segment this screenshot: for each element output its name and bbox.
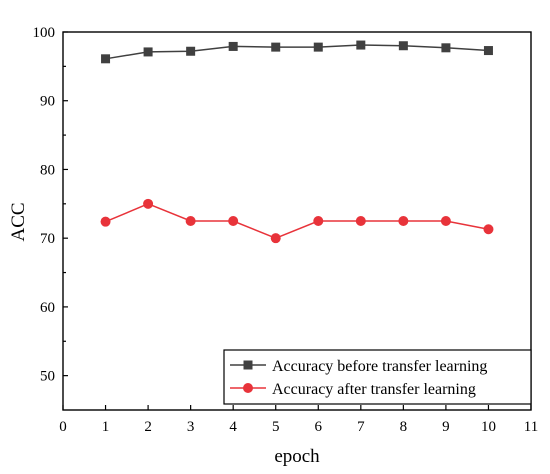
- data-point: [186, 46, 196, 56]
- data-point: [101, 54, 111, 64]
- data-point: [313, 42, 323, 52]
- data-point: [270, 233, 281, 244]
- x-tick-label: 1: [102, 419, 110, 435]
- legend-item-before: Accuracy before transfer learning: [230, 358, 487, 375]
- data-point: [100, 216, 111, 227]
- axes-layer: 0 1 2 3 4 5 6 7 8 9 10 11 50 60 70 80 90 100: [33, 25, 539, 435]
- y-tick-label: 50: [40, 369, 55, 385]
- data-point: [398, 216, 409, 226]
- data-point: [228, 216, 239, 226]
- data-point: [440, 216, 451, 226]
- data-point: [355, 216, 366, 226]
- data-point: [441, 43, 451, 53]
- data-point: [271, 42, 281, 52]
- x-tick-label: 2: [144, 419, 152, 435]
- x-tick-label: 8: [400, 419, 408, 435]
- x-tick-label: 9: [442, 419, 450, 435]
- data-point: [228, 41, 238, 51]
- data-point: [483, 224, 494, 235]
- x-tick-label: 5: [272, 419, 280, 435]
- series-layer: [100, 40, 494, 244]
- series-line: [105, 203, 489, 239]
- plot-area: [62, 31, 532, 411]
- legend-label-before: Accuracy before transfer learning: [272, 358, 487, 375]
- data-point: [313, 216, 324, 226]
- legend-label-after: Accuracy after transfer learning: [272, 381, 476, 398]
- x-axis-title: epoch: [274, 446, 320, 467]
- x-tick-label: 3: [187, 419, 195, 435]
- x-tick-label: 11: [524, 419, 538, 435]
- x-tick-label: 10: [481, 419, 496, 435]
- plot-frame: [62, 31, 532, 411]
- legend-box: [223, 349, 532, 405]
- legend-item-after: Accuracy after transfer learning: [230, 381, 476, 398]
- data-point: [483, 46, 493, 56]
- y-tick-label: 70: [40, 231, 55, 247]
- data-point: [356, 40, 366, 50]
- series-before: [101, 40, 493, 64]
- y-tick-label: 60: [40, 300, 55, 316]
- y-axis-title: ACC: [8, 202, 29, 241]
- legend-marker-square: [243, 360, 253, 370]
- legend: Accuracy before transfer learning Accura…: [223, 349, 532, 405]
- x-tick-label: 6: [315, 419, 323, 435]
- data-point: [185, 216, 196, 226]
- y-tick-label: 90: [40, 94, 55, 110]
- data-point: [143, 47, 153, 57]
- data-point: [398, 41, 408, 51]
- data-point: [143, 198, 154, 209]
- series-after: [100, 198, 494, 244]
- y-tick-label: 80: [40, 162, 55, 178]
- legend-marker-circle: [243, 383, 253, 393]
- x-tick-label: 7: [357, 419, 365, 435]
- y-tick-label: 100: [33, 25, 56, 41]
- x-tick-label: 4: [229, 419, 237, 435]
- x-tick-label: 0: [59, 419, 67, 435]
- series-line: [105, 44, 489, 60]
